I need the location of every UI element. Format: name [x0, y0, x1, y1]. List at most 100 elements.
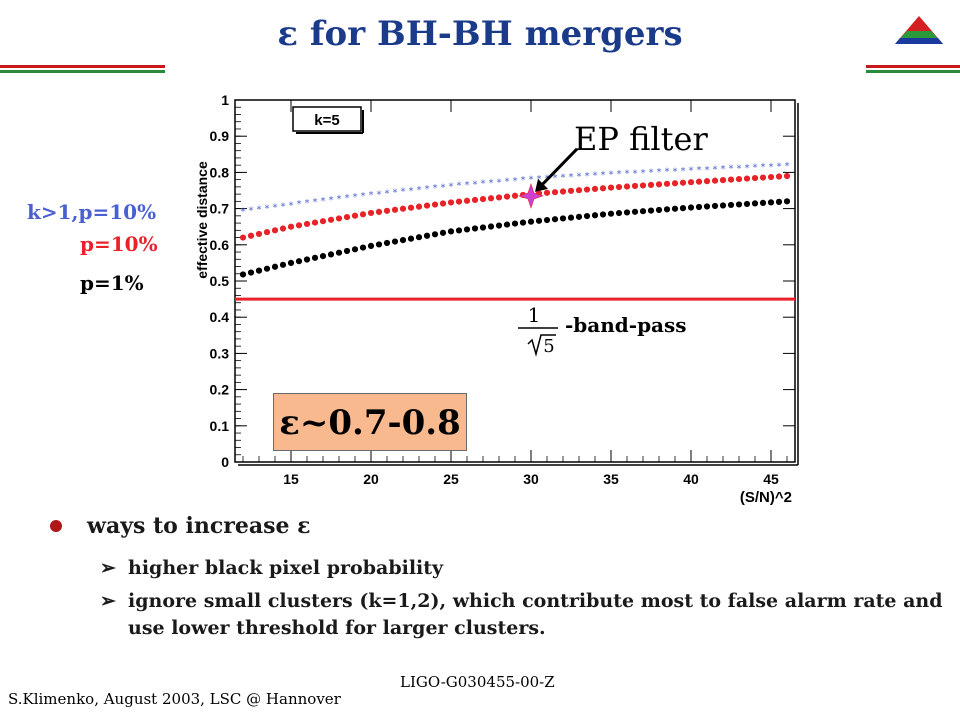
- series-0-point-star: *: [241, 206, 246, 217]
- series-2-point: [399, 236, 407, 244]
- series-0-point-star: *: [313, 197, 318, 208]
- series-2-point: [311, 254, 319, 261]
- series-1-point: [271, 227, 279, 234]
- series-2-point: [687, 204, 695, 211]
- y-axis-label: effective distance: [194, 161, 210, 279]
- series-1-point: [495, 194, 503, 201]
- k-box-label: k=5: [314, 112, 339, 129]
- series-2-point: [487, 223, 495, 230]
- ligo-logo-icon: [895, 16, 943, 44]
- series-0-point-star: *: [401, 187, 406, 198]
- series-0-point-star: *: [785, 161, 790, 172]
- series-0-point-star: *: [649, 167, 654, 178]
- series-0-point-star: *: [353, 192, 358, 203]
- series-1-point: [631, 182, 639, 190]
- series-0-point-star: *: [457, 181, 462, 192]
- series-2-point: [671, 205, 679, 212]
- series-2-point: [623, 209, 631, 216]
- series-2-point: [711, 202, 719, 210]
- y-tick-label: 0.2: [210, 382, 230, 398]
- series-2-point: [727, 201, 735, 209]
- series-2-point: [679, 205, 687, 212]
- arrow-bullet-icon: ➢: [100, 557, 116, 579]
- band-pass-label: -band-pass: [565, 313, 687, 337]
- x-tick-label: 15: [283, 471, 299, 487]
- series-0-point-star: *: [425, 184, 430, 195]
- series-2-point: [743, 200, 751, 208]
- series-2-point: [639, 208, 647, 215]
- series-2-point: [535, 217, 543, 224]
- series-1-point: [695, 178, 703, 185]
- legend-p10: p=10%: [80, 232, 158, 256]
- series-0-point-star: *: [625, 169, 630, 180]
- series-1-point: [607, 184, 615, 191]
- series-2-point: [447, 228, 455, 235]
- series-1-point: [255, 230, 263, 238]
- series-0-point-star: *: [305, 198, 310, 209]
- series-1-point: [503, 193, 511, 200]
- series-1-point: [663, 180, 671, 187]
- series-2-point: [303, 256, 311, 263]
- sub-bullet-1-text: higher black pixel probability: [128, 557, 444, 579]
- series-0-point-star: *: [473, 179, 478, 190]
- series-1-point: [487, 195, 495, 202]
- ep-arrow-line: [537, 147, 579, 189]
- series-0-point-star: *: [761, 162, 766, 173]
- series-0-point-star: *: [249, 205, 254, 216]
- series-2-point: [551, 216, 559, 223]
- series-0-point-star: *: [329, 195, 334, 206]
- series-2-point: [351, 246, 359, 253]
- series-0-point-star: *: [497, 177, 502, 188]
- series-2-point: [751, 200, 759, 207]
- series-0-point-star: *: [713, 164, 718, 175]
- series-0-point-star: *: [657, 167, 662, 178]
- series-2-point: [495, 222, 503, 229]
- series-1-point: [591, 185, 599, 193]
- series-2-point: [527, 218, 535, 225]
- series-1-point: [599, 185, 607, 192]
- series-0-point-star: *: [641, 168, 646, 179]
- x-tick-label: 20: [363, 471, 379, 487]
- series-0-point-star: *: [385, 188, 390, 199]
- y-tick-label: 0.3: [210, 345, 230, 361]
- series-2-point: [575, 213, 583, 220]
- series-1-point: [311, 219, 319, 226]
- series-1-point: [447, 199, 455, 206]
- series-0-point-star: *: [665, 167, 670, 178]
- series-2-point: [471, 225, 479, 232]
- series-1-point: [471, 196, 479, 204]
- series-2-point: [375, 241, 383, 248]
- sub-bullet-1: ➢ higher black pixel probability: [50, 555, 950, 582]
- series-1-point: [295, 222, 303, 229]
- series-1-point: [551, 189, 559, 196]
- sqrt-fraction: 1 5: [518, 303, 558, 357]
- x-tick-label: 45: [763, 471, 779, 487]
- series-2-point: [479, 224, 487, 231]
- series-0-point-star: *: [729, 164, 734, 175]
- series-2-point: [287, 259, 295, 266]
- frac-numerator: 1: [528, 303, 541, 327]
- series-2-point: [583, 212, 591, 220]
- series-2-point: [767, 199, 775, 206]
- series-2-point: [663, 206, 671, 213]
- series-1-point: [583, 186, 591, 193]
- series-0-point-star: *: [393, 188, 398, 199]
- ep-filter-label: EP filter: [574, 120, 708, 158]
- epsilon-range-box: ε~0.7-0.8: [273, 393, 467, 451]
- series-2-point: [591, 212, 599, 219]
- series-0-point-star: *: [633, 168, 638, 179]
- series-2-point: [615, 209, 623, 217]
- series-2-point: [439, 229, 447, 236]
- y-tick-label: 0.9: [210, 128, 230, 144]
- series-2-point: [719, 202, 727, 209]
- series-1-point: [575, 187, 583, 194]
- series-2-point: [271, 263, 279, 270]
- series-0-point-star: *: [361, 191, 366, 202]
- series-1-point: [615, 183, 623, 191]
- series-2-point: [255, 267, 263, 274]
- series-2-point: [567, 214, 575, 221]
- y-tick-label: 0: [221, 454, 229, 470]
- x-tick-label: 35: [603, 471, 619, 487]
- series-2-point: [359, 244, 367, 251]
- series-0-point-star: *: [769, 162, 774, 173]
